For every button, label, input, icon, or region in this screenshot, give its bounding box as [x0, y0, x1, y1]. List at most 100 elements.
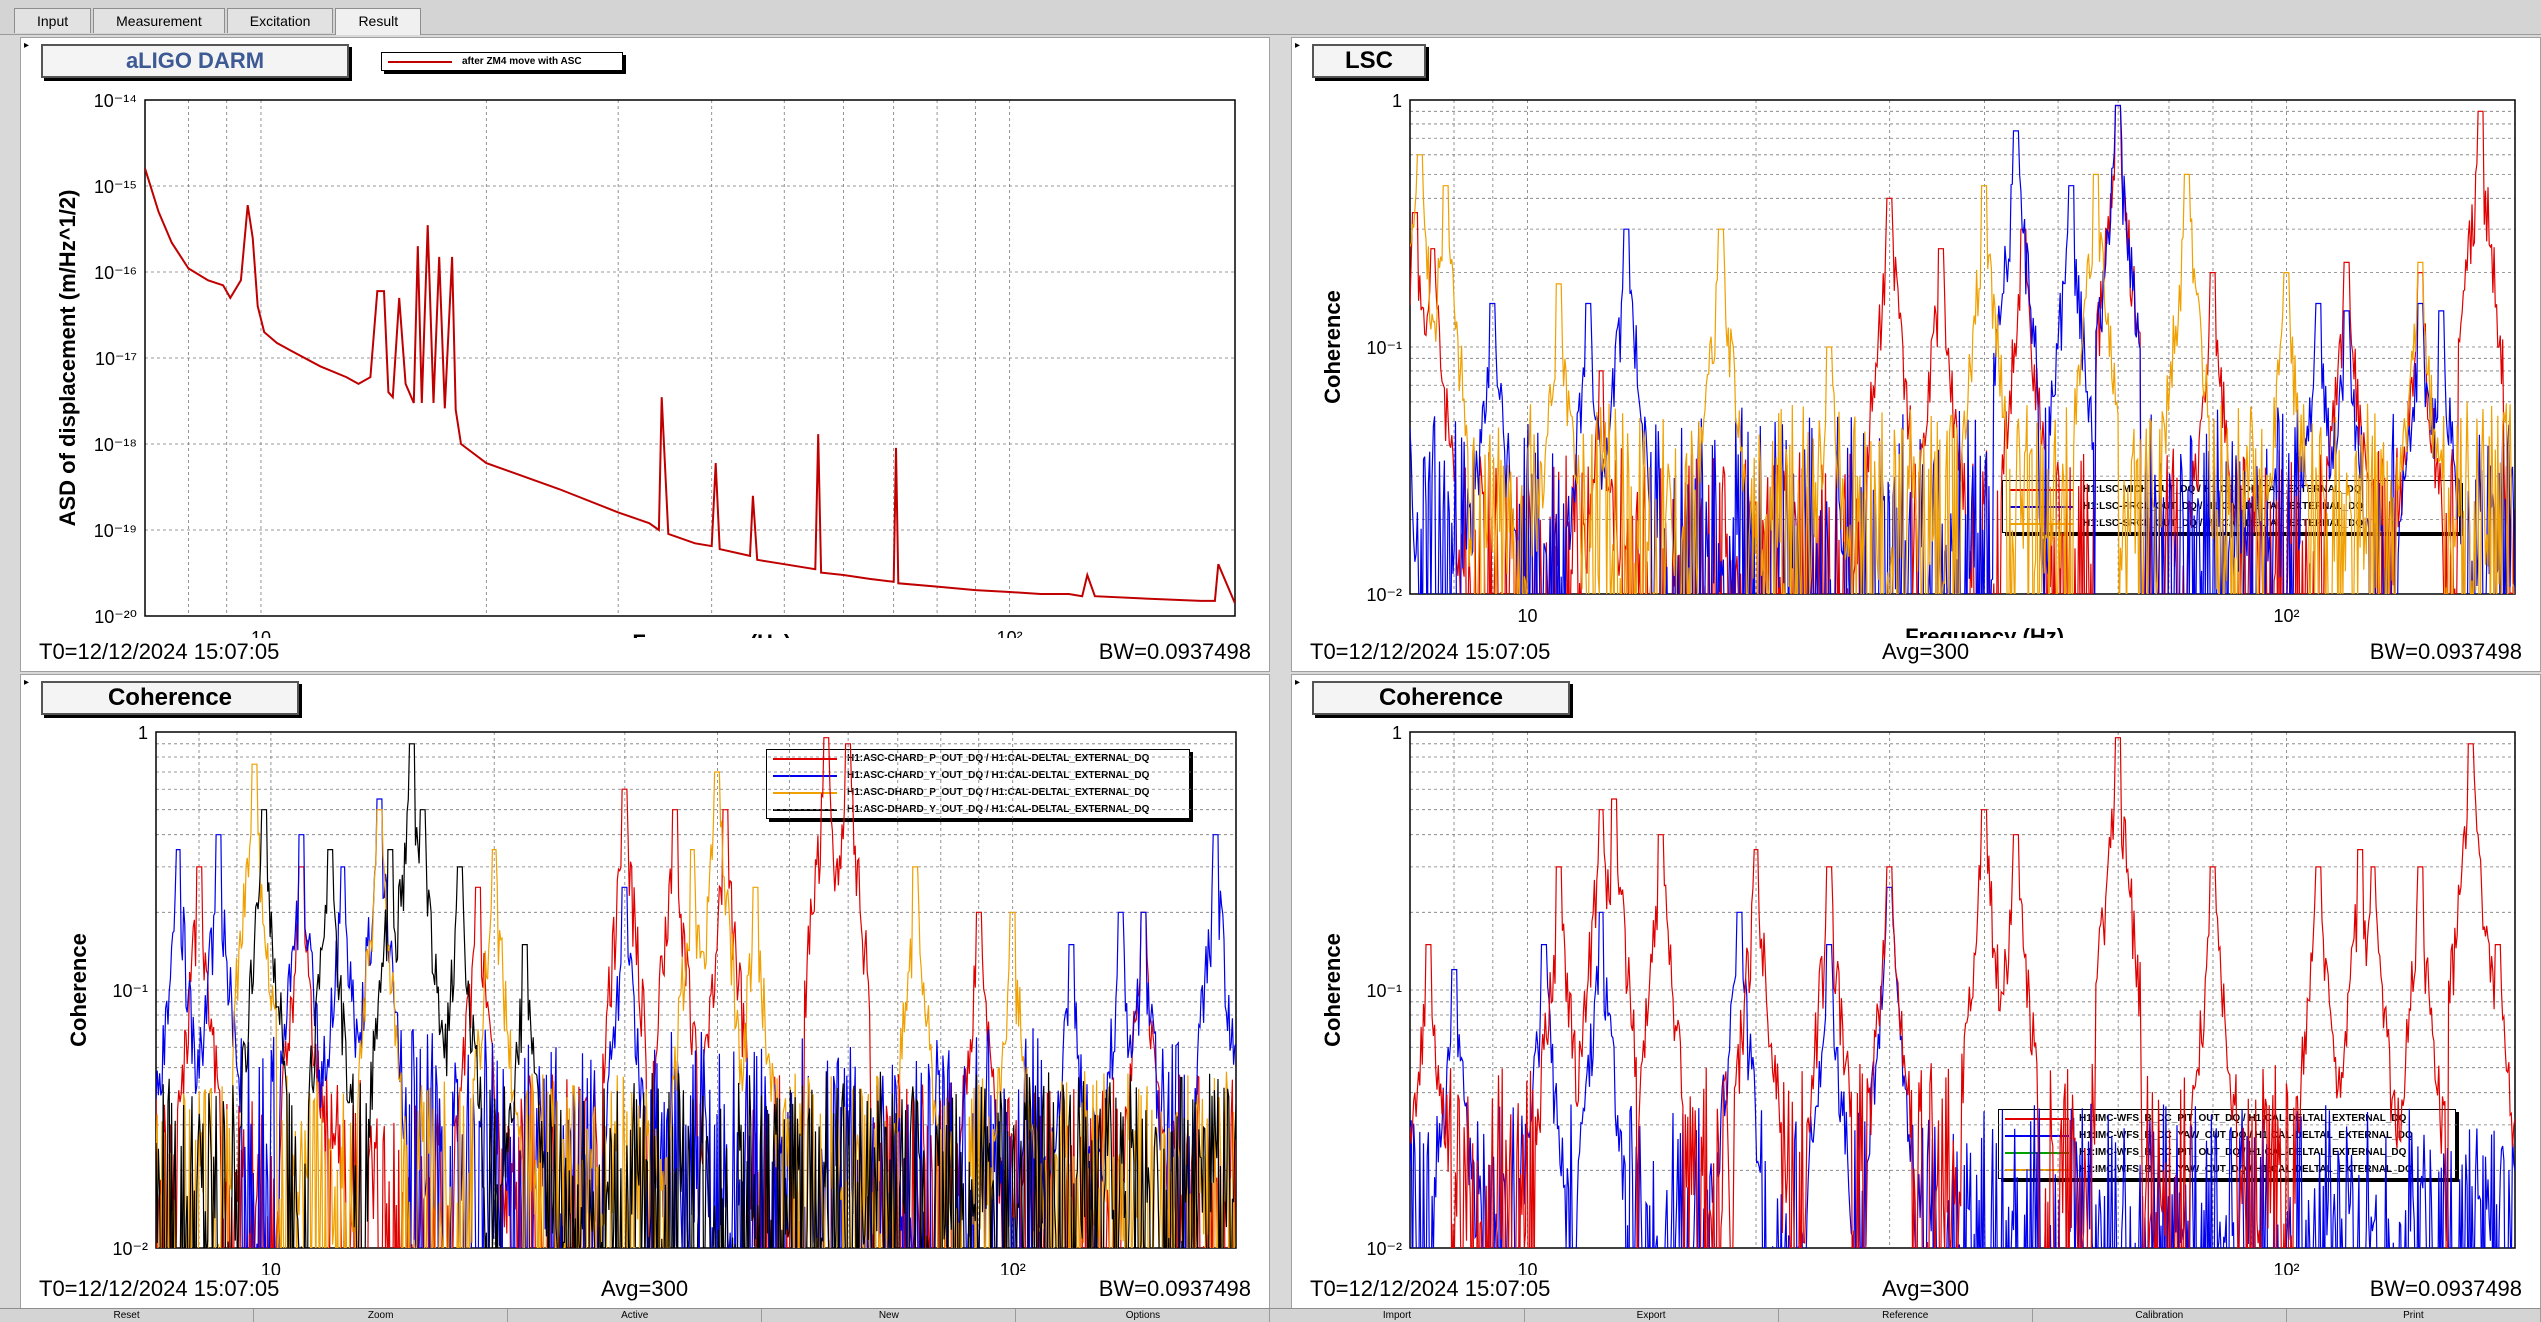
legend-swatch — [2005, 1117, 2069, 1120]
x-tick-label: 10 — [261, 1260, 281, 1275]
y-tick-label: 10⁻² — [112, 1239, 148, 1259]
x-tick-label: 10² — [2274, 606, 2300, 626]
options-button[interactable]: Options — [1016, 1309, 1271, 1322]
y-tick-label: 10⁻² — [1366, 585, 1402, 605]
x-tick-label: 10² — [2274, 1260, 2300, 1275]
bw-label: BW=0.0937498 — [1098, 639, 1251, 664]
grid — [1409, 99, 2516, 595]
legend-swatch — [773, 774, 837, 777]
import-button[interactable]: Import — [1270, 1309, 1525, 1322]
series-line — [1410, 154, 2515, 594]
active-button[interactable]: Active — [508, 1309, 763, 1322]
series-line — [1410, 104, 2515, 594]
reference-button[interactable]: Reference — [1779, 1309, 2033, 1322]
plot-frame — [1409, 99, 2516, 595]
panel-title: LSC — [1312, 44, 1426, 78]
plot-frame — [144, 99, 1236, 617]
y-tick-label: 1 — [1392, 723, 1402, 743]
t0-label: T0=12/12/2024 15:07:05 — [39, 1276, 280, 1301]
legend-entry: H1:ASC-CHARD_P_OUT_DQ / H1:CAL-DELTAL_EX… — [767, 750, 1189, 767]
print-button[interactable]: Print — [2287, 1309, 2541, 1322]
y-tick-label: 10⁻² — [1366, 1239, 1402, 1259]
avg-label: Avg=300 — [601, 1276, 689, 1301]
tab-result[interactable]: Result — [335, 8, 422, 35]
calibration-button[interactable]: Calibration — [2033, 1309, 2287, 1322]
y-tick-label: 10⁻¹⁷ — [95, 349, 137, 369]
legend-label: H1:ASC-CHARD_P_OUT_DQ / H1:CAL-DELTAL_EX… — [847, 753, 1150, 764]
panel-title: Coherence — [41, 681, 299, 715]
darm-plot[interactable]: 10 10² 10⁻²⁰ 10⁻¹⁹ 10⁻¹⁸ 10⁻¹⁷ 10⁻¹⁶ 10⁻¹⁵ 10⁻¹⁴… — [21, 38, 1271, 638]
legend-entry: H1:ASC-CHARD_Y_OUT_DQ / H1:CAL-DELTAL_EX… — [767, 767, 1189, 784]
plot-frame — [155, 731, 1237, 1249]
legend-swatch — [388, 60, 452, 63]
series-line — [156, 737, 1236, 1248]
t0-label: T0=12/12/2024 15:07:05 — [1310, 639, 1551, 664]
tab-excitation[interactable]: Excitation — [226, 8, 334, 33]
pane-collapse-icon[interactable]: ▸ — [24, 677, 30, 688]
x-tick-label: 10² — [997, 628, 1023, 638]
y-tick-label: 10⁻¹ — [1366, 981, 1402, 1001]
series-line — [1410, 886, 2515, 1248]
legend: after ZM4 move with ASC — [381, 52, 623, 71]
legend-label: H1:IMC-WFS_B_DC_YAW_OUT_DQ / H1:CAL-DELT… — [2079, 1130, 2413, 1141]
bottom-button-bar: Reset Zoom Active New Options Import Exp… — [0, 1308, 2541, 1322]
legend-label: after ZM4 move with ASC — [462, 56, 582, 67]
pane-collapse-icon[interactable]: ▸ — [1295, 40, 1301, 51]
tab-input[interactable]: Input — [14, 8, 92, 33]
imc-panel: ▸ Coherence H1:IMC-WFS_B_DC_PIT_OUT_DQ /… — [1291, 674, 2541, 1309]
y-axis-title: Coherence — [66, 933, 91, 1047]
bw-label: BW=0.0937498 — [2369, 639, 2522, 664]
export-button[interactable]: Export — [1525, 1309, 1779, 1322]
y-tick-label: 1 — [1392, 91, 1402, 111]
y-tick-label: 10⁻²⁰ — [94, 607, 137, 627]
x-tick-label: 10² — [1000, 1260, 1026, 1275]
y-tick-label: 10⁻¹⁵ — [94, 177, 137, 197]
legend-entry: H1:IMC-WFS_B_DC_YAW_OUT_DQ / H1:CAL-DELT… — [1999, 1127, 2455, 1144]
x-axis-title: Frequency (Hz) — [632, 630, 791, 638]
plot-frame — [1409, 731, 2516, 1249]
legend-entry: after ZM4 move with ASC — [382, 53, 622, 70]
panel-title: aLIGO DARM — [41, 44, 349, 78]
legend-label: H1:IMC-WFS_B_DC_YAW_OUT_DQ / H1:CAL-DELT… — [2079, 1164, 2413, 1175]
x-axis-title: Frequency (Hz) — [1905, 624, 2064, 638]
darm-panel: ▸ aLIGO DARM after ZM4 move with ASC 10 1… — [20, 37, 1270, 672]
legend-swatch — [2005, 1134, 2069, 1137]
legend-label: H1:ASC-CHARD_Y_OUT_DQ / H1:CAL-DELTAL_EX… — [847, 770, 1150, 781]
new-button[interactable]: New — [762, 1309, 1017, 1322]
y-tick-label: 10⁻¹⁴ — [94, 91, 137, 111]
y-tick-label: 10⁻¹⁶ — [94, 263, 137, 283]
pane-collapse-icon[interactable]: ▸ — [24, 40, 30, 51]
y-axis-title: ASD of displacement (m/Hz^1/2) — [55, 190, 80, 527]
legend-swatch — [773, 757, 837, 760]
t0-label: T0=12/12/2024 15:07:05 — [39, 639, 280, 664]
x-tick-label: 10 — [1518, 1260, 1538, 1275]
y-tick-label: 10⁻¹ — [112, 981, 148, 1001]
top-bar: Input Measurement Excitation Result — [0, 0, 2541, 35]
asc-panel: ▸ Coherence H1:ASC-CHARD_P_OUT_DQ / H1:C… — [20, 674, 1270, 1309]
lsc-plot[interactable]: 10 10² 10⁻² 10⁻¹ 1 Frequency (Hz) Coherence — [1292, 38, 2541, 638]
y-axis-title: Coherence — [1320, 290, 1345, 404]
y-axis-title: Coherence — [1320, 933, 1345, 1047]
y-tick-label: 10⁻¹⁸ — [94, 435, 137, 455]
avg-label: Avg=300 — [1882, 639, 1970, 664]
series-line — [1410, 737, 2515, 1248]
lsc-panel: ▸ LSC H1:LSC-MICH_OUT_DQ / H1:CAL-DELTAL… — [1291, 37, 2541, 672]
series-line — [145, 168, 1235, 604]
t0-label: T0=12/12/2024 15:07:05 — [1310, 1276, 1551, 1301]
grid — [144, 99, 1236, 617]
x-tick-label: 10 — [251, 628, 271, 638]
bw-label: BW=0.0937498 — [2369, 1276, 2522, 1301]
bw-label: BW=0.0937498 — [1098, 1276, 1251, 1301]
series-line — [156, 743, 1236, 1248]
x-tick-label: 10 — [1518, 606, 1538, 626]
y-tick-label: 10⁻¹⁹ — [94, 521, 137, 541]
avg-label: Avg=300 — [1882, 1276, 1970, 1301]
legend-swatch — [773, 791, 837, 794]
tab-measurement[interactable]: Measurement — [93, 8, 225, 33]
pane-collapse-icon[interactable]: ▸ — [1295, 677, 1301, 688]
zoom-button[interactable]: Zoom — [254, 1309, 509, 1322]
reset-button[interactable]: Reset — [0, 1309, 255, 1322]
y-tick-label: 1 — [138, 723, 148, 743]
